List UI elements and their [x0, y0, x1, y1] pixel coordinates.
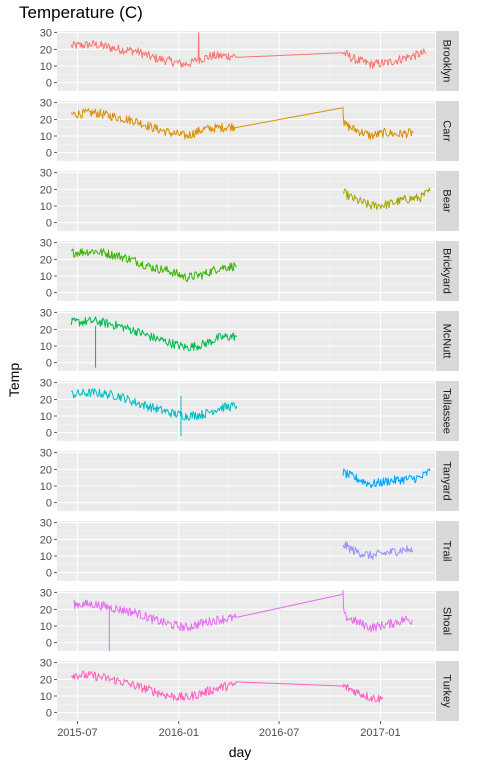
series-line	[342, 187, 431, 210]
facet-strip	[436, 241, 459, 301]
facet-strip-label: Shoal	[441, 607, 453, 635]
series-line	[70, 316, 237, 352]
y-tick-label: 30	[40, 448, 52, 460]
facet-carr: 0 10 20 30 Carr	[40, 98, 459, 162]
y-tick-label: 0	[46, 358, 52, 370]
y-tick-label: 10	[40, 61, 52, 73]
facet-strip	[436, 381, 459, 441]
panel-background	[57, 311, 435, 371]
facet-strip-label: Turkey	[441, 674, 453, 708]
series-line	[73, 589, 414, 633]
y-tick-label: 30	[40, 308, 52, 320]
x-tick-label: 2015-07	[57, 727, 97, 739]
y-tick-label: 0	[46, 498, 52, 510]
facet-shoal: 0 10 20 30 Shoal	[40, 588, 459, 652]
y-tick-label: 20	[40, 324, 52, 336]
facet-strip	[436, 591, 459, 651]
y-tick-label: 10	[40, 201, 52, 213]
series-line	[70, 248, 237, 283]
chart-title: Temperature (C)	[19, 3, 143, 22]
facet-turkey: 0 10 20 30 Turkey	[40, 658, 459, 722]
y-tick-label: 10	[40, 551, 52, 563]
y-tick-label: 30	[40, 28, 52, 40]
facet-mcnutt: 0 10 20 30 McNutt	[40, 308, 459, 372]
panel-background	[57, 381, 435, 441]
x-axis-label: day	[228, 744, 252, 760]
y-tick-label: 30	[40, 98, 52, 110]
y-tick-label: 30	[40, 588, 52, 600]
series-line	[70, 107, 414, 140]
series-line	[342, 468, 431, 489]
panel-background	[57, 101, 435, 161]
y-tick-label: 0	[46, 708, 52, 720]
facet-strip	[436, 521, 459, 581]
y-tick-label: 10	[40, 341, 52, 353]
y-tick-label: 0	[46, 288, 52, 300]
y-tick-label: 10	[40, 131, 52, 143]
facet-strip-label: McNutt	[441, 324, 453, 359]
panel-background	[57, 171, 435, 231]
series-line	[70, 32, 427, 69]
x-tick-label: 2016-07	[259, 727, 299, 739]
panel-background	[57, 521, 435, 581]
y-tick-label: 20	[40, 394, 52, 406]
facet-strip-label: Trail	[441, 541, 453, 562]
facet-strip-label: Tallassee	[441, 388, 453, 434]
facet-tanyard: 0 10 20 30 Tanyard	[40, 448, 459, 512]
y-tick-label: 10	[40, 411, 52, 423]
y-tick-label: 30	[40, 658, 52, 670]
y-tick-label: 0	[46, 148, 52, 160]
facet-strip-label: Bear	[441, 189, 453, 213]
y-tick-label: 10	[40, 621, 52, 633]
facet-strip	[436, 171, 459, 231]
facet-brooklyn: 0 10 20 30 Brooklyn	[40, 28, 459, 92]
panel-background	[57, 661, 435, 721]
series-line	[70, 670, 384, 704]
y-tick-label: 0	[46, 428, 52, 440]
y-tick-label: 30	[40, 378, 52, 390]
facet-strip	[436, 31, 459, 91]
panel-background	[57, 241, 435, 301]
y-tick-label: 10	[40, 691, 52, 703]
facet-strip-label: Brickyard	[441, 248, 453, 294]
y-tick-label: 30	[40, 168, 52, 180]
y-axis-label: Temp	[6, 362, 22, 398]
y-tick-label: 20	[40, 464, 52, 476]
facet-strip-label: Carr	[441, 120, 453, 142]
facet-strip	[436, 311, 459, 371]
facet-strip	[436, 661, 459, 721]
x-tick-label: 2017-01	[360, 727, 400, 739]
facet-strip-label: Brooklyn	[441, 40, 453, 83]
facet-bear: 0 10 20 30 Bear	[40, 168, 459, 232]
y-tick-label: 20	[40, 534, 52, 546]
y-tick-label: 20	[40, 114, 52, 126]
y-tick-label: 0	[46, 218, 52, 230]
y-tick-label: 10	[40, 271, 52, 283]
y-tick-label: 20	[40, 184, 52, 196]
series-line	[71, 388, 238, 421]
facet-strip	[436, 101, 459, 161]
y-tick-label: 0	[46, 568, 52, 580]
facet-trail: 0 10 20 30 Trail	[40, 518, 459, 582]
y-tick-label: 20	[40, 254, 52, 266]
y-tick-label: 30	[40, 238, 52, 250]
y-tick-label: 20	[40, 604, 52, 616]
y-tick-label: 20	[40, 44, 52, 56]
y-tick-label: 0	[46, 78, 52, 90]
facet-strip-label: Tanyard	[441, 461, 453, 500]
y-tick-label: 20	[40, 674, 52, 686]
facet-brickyard: 0 10 20 30 Brickyard	[40, 238, 459, 302]
panel-background	[57, 591, 435, 651]
facet-tallassee: 0 10 20 30 Tallassee	[40, 378, 459, 442]
series-line	[342, 541, 414, 561]
facet-strip	[436, 451, 459, 511]
y-tick-label: 10	[40, 481, 52, 493]
x-tick-label: 2016-01	[159, 727, 199, 739]
y-tick-label: 0	[46, 638, 52, 650]
y-tick-label: 30	[40, 518, 52, 530]
